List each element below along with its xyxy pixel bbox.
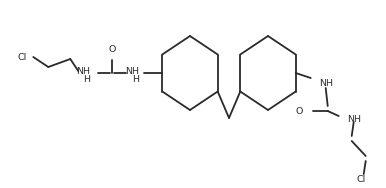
Text: Cl: Cl bbox=[356, 174, 365, 183]
Text: H: H bbox=[83, 76, 90, 84]
Text: NH: NH bbox=[125, 67, 139, 76]
Text: NH: NH bbox=[76, 67, 90, 76]
Text: O: O bbox=[108, 45, 116, 55]
Text: Cl: Cl bbox=[17, 52, 26, 61]
Text: H: H bbox=[132, 76, 139, 84]
Text: O: O bbox=[295, 106, 303, 115]
Text: NH: NH bbox=[347, 114, 361, 124]
Text: NH: NH bbox=[319, 79, 333, 87]
